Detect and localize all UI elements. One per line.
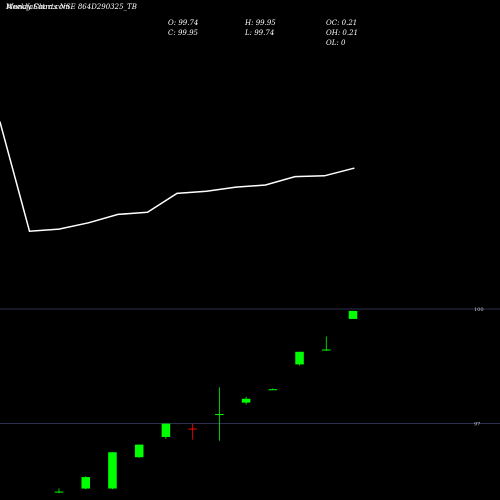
line-point xyxy=(294,176,296,178)
line-chart-panel xyxy=(0,121,355,232)
y-tick-label: 100 xyxy=(474,307,484,313)
close-label: C: 99.95 xyxy=(168,29,199,37)
candle xyxy=(321,336,331,352)
candle xyxy=(108,452,117,490)
candle xyxy=(188,423,197,440)
candle xyxy=(161,423,171,439)
line-point xyxy=(264,184,267,186)
site-title: MunafaSutra.com xyxy=(5,3,70,11)
line-point xyxy=(58,228,60,230)
ol-label: OL: 0 xyxy=(326,39,346,47)
line-point xyxy=(87,222,90,224)
candle xyxy=(268,388,278,391)
candle-body xyxy=(241,398,251,403)
candle-body xyxy=(321,349,331,351)
open-label: O: 99.74 xyxy=(168,19,198,27)
chart-title: Weekly Charts NSE 864D290325_TB xyxy=(6,3,137,11)
candle-body xyxy=(348,310,358,319)
candle-body xyxy=(268,389,278,391)
candle-body xyxy=(215,414,224,416)
line-point xyxy=(205,190,208,192)
line-point xyxy=(235,186,237,188)
oc-label: OC: 0.21 xyxy=(326,19,357,27)
line-point xyxy=(146,211,149,213)
line-point xyxy=(176,192,178,194)
candle xyxy=(134,444,144,458)
candlestick-panel: 100 97 xyxy=(0,307,500,494)
line-point xyxy=(28,230,31,232)
candle-body xyxy=(108,452,117,489)
candle xyxy=(241,396,251,405)
line-point xyxy=(117,213,119,215)
oh-label: OH: 0.21 xyxy=(326,29,358,37)
candle xyxy=(81,476,91,490)
candle xyxy=(215,387,224,441)
line-point xyxy=(323,175,326,177)
candle-body xyxy=(81,477,91,489)
low-label: L: 99.74 xyxy=(244,29,274,37)
y-tick-label: 97 xyxy=(474,422,480,428)
candle xyxy=(295,351,304,366)
candle-body xyxy=(295,351,304,365)
candle-body xyxy=(161,423,171,437)
candle xyxy=(54,488,64,494)
line-point xyxy=(353,167,355,169)
high-label: H: 99.95 xyxy=(244,19,276,27)
candle-body xyxy=(54,491,64,493)
candle-body xyxy=(134,444,144,458)
line-point xyxy=(0,121,1,123)
candle xyxy=(348,310,358,319)
candle-body xyxy=(188,428,197,430)
